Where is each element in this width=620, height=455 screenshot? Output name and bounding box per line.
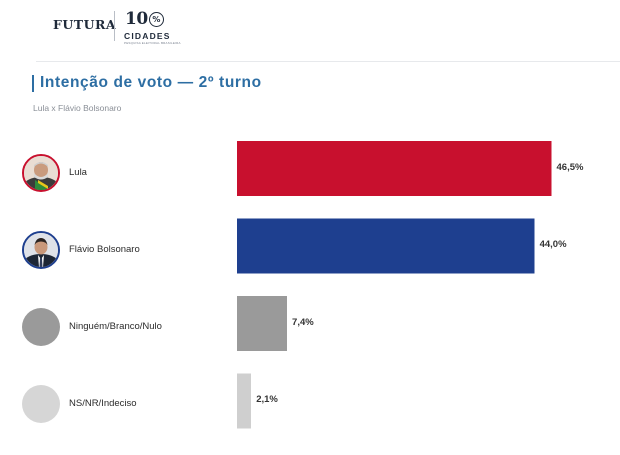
chart-title: Intenção de voto — 2º turno	[40, 74, 262, 91]
logo-word: CIDADES	[124, 31, 171, 41]
futura-logo: FUTURA	[53, 17, 117, 32]
category-label: Ninguém/Branco/Nulo	[69, 321, 162, 332]
bar	[237, 373, 252, 429]
value-label: 44,0%	[539, 239, 567, 250]
bar	[237, 296, 288, 351]
value-label: 7,4%	[292, 316, 314, 328]
bar	[237, 141, 552, 196]
lula-photo-icon	[22, 154, 60, 192]
header-divider	[36, 61, 620, 62]
value-label: 46,5%	[556, 161, 584, 173]
placeholder-avatar-icon	[22, 308, 60, 346]
flavio-bolsonaro-photo-icon	[22, 231, 60, 269]
bar	[237, 218, 535, 274]
placeholder-avatar-icon	[22, 385, 60, 423]
logo-number: 10	[125, 9, 148, 29]
logo-percent: %	[148, 12, 164, 27]
category-label: Flávio Bolsonaro	[69, 244, 140, 255]
cem-cidades-logo: 10%	[125, 9, 164, 29]
logo-tagline: PESQUISA ELEITORAL BRASILEIRA	[124, 41, 181, 45]
category-label: Lula	[69, 167, 87, 178]
header: FUTURA 10% CIDADES PESQUISA ELEITORAL BR…	[0, 0, 620, 62]
category-label: NS/NR/Indeciso	[69, 398, 137, 409]
logo-divider	[114, 11, 115, 41]
chart-subtitle: Lula x Flávio Bolsonaro	[33, 103, 122, 113]
title-accent-bar	[32, 75, 34, 92]
value-label: 2,1%	[256, 394, 278, 405]
